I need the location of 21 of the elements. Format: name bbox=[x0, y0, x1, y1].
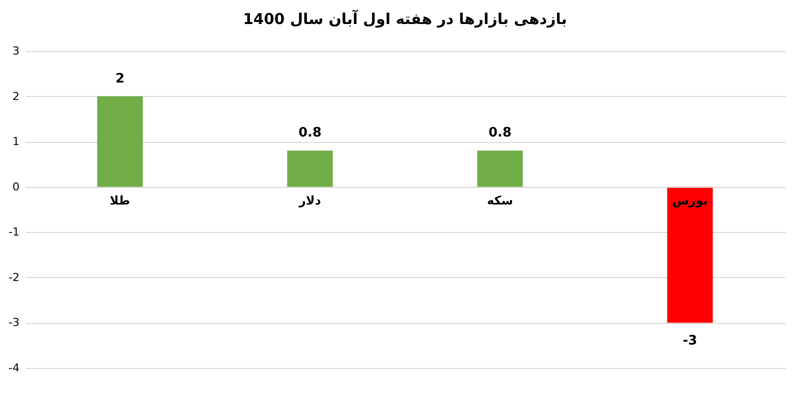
data-label: 2 bbox=[115, 71, 125, 86]
y-tick-label: -4 bbox=[8, 362, 20, 374]
y-tick-label: -3 bbox=[8, 316, 20, 330]
data-label: -3 bbox=[682, 334, 698, 349]
data-label: 0.8 bbox=[488, 126, 512, 141]
bar bbox=[477, 150, 523, 187]
y-tick-label: 2 bbox=[12, 90, 20, 103]
chart-title: بازدهی بازارها در هفته اول آبان سال 1400 bbox=[242, 9, 568, 28]
y-tick-label: 1 bbox=[12, 135, 20, 148]
bar bbox=[667, 186, 713, 323]
x-tick-label: سکه bbox=[486, 193, 514, 208]
y-tick-label: 3 bbox=[12, 44, 20, 58]
y-tick-label: 0 bbox=[12, 180, 20, 194]
data-label: 0.8 bbox=[298, 126, 322, 141]
x-tick-label: دلار bbox=[298, 193, 322, 208]
y-tick-label: -2 bbox=[8, 270, 20, 284]
x-tick-label: طلا bbox=[110, 193, 130, 208]
bar bbox=[97, 96, 143, 187]
x-tick-label: بورس bbox=[672, 193, 708, 208]
bar bbox=[287, 150, 333, 187]
y-tick-label: -1 bbox=[8, 226, 20, 239]
